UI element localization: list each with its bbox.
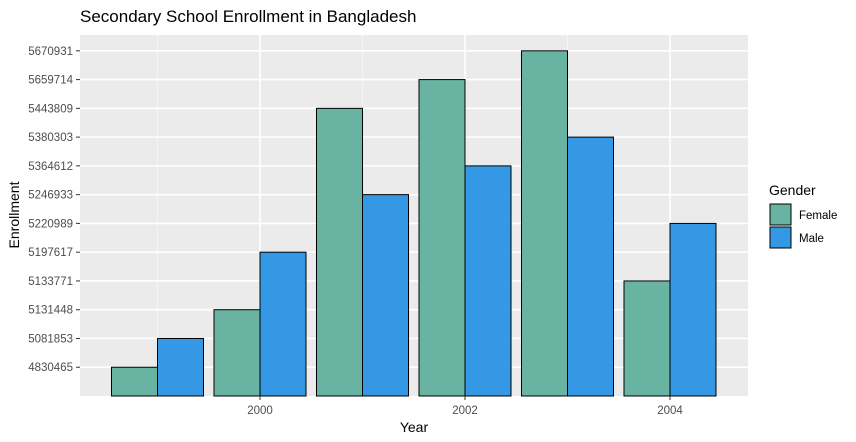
y-tick-label: 5131448 [28, 305, 73, 317]
bar-female-2001 [316, 107, 363, 397]
x-tick-label: 2002 [452, 405, 478, 417]
y-tick-label: 5133771 [28, 276, 73, 288]
x-tick-label: 2000 [247, 405, 273, 417]
y-tick-label: 5220989 [28, 218, 73, 230]
y-tick-label: 4830465 [28, 362, 73, 374]
y-axis-title: Enrollment [6, 181, 22, 248]
bar-male-2000 [259, 251, 307, 397]
bar-male-2001 [362, 194, 409, 397]
x-axis-ticks: 2000 2002 2004 [247, 396, 683, 417]
legend-label-female: Female [799, 210, 837, 222]
y-tick-label: 5659714 [28, 75, 73, 87]
bar-male-2003 [567, 136, 614, 397]
bar-female-2002 [418, 79, 466, 397]
y-tick-label: 5246933 [28, 190, 73, 202]
bar-female-2004 [623, 280, 671, 397]
x-tick-label: 2004 [657, 405, 683, 417]
bar-male-2002 [464, 165, 512, 397]
y-tick-label: 5443809 [28, 103, 73, 115]
bars [111, 50, 717, 397]
y-axis-ticks: 4830465 5081853 5131448 5133771 5197617 52209… [28, 46, 80, 374]
y-tick-label: 5364612 [28, 161, 73, 173]
legend: Gender Female Male [769, 182, 837, 249]
legend-key-male [769, 226, 792, 249]
y-tick-label: 5081853 [28, 333, 73, 345]
bar-male-2004 [669, 222, 717, 397]
bar-male-1999 [157, 337, 204, 397]
y-tick-label: 5380303 [28, 132, 73, 144]
legend-key-female [769, 203, 792, 226]
legend-label-male: Male [799, 233, 824, 245]
legend-title: Gender [769, 182, 816, 198]
bar-female-1999 [111, 366, 158, 397]
chart-title: Secondary School Enrollment in Banglades… [80, 7, 416, 26]
bar-female-2003 [521, 50, 568, 397]
y-tick-label: 5670931 [28, 46, 73, 58]
x-axis-title: Year [400, 419, 429, 435]
y-tick-label: 5197617 [28, 247, 73, 259]
bar-female-2000 [213, 309, 261, 397]
